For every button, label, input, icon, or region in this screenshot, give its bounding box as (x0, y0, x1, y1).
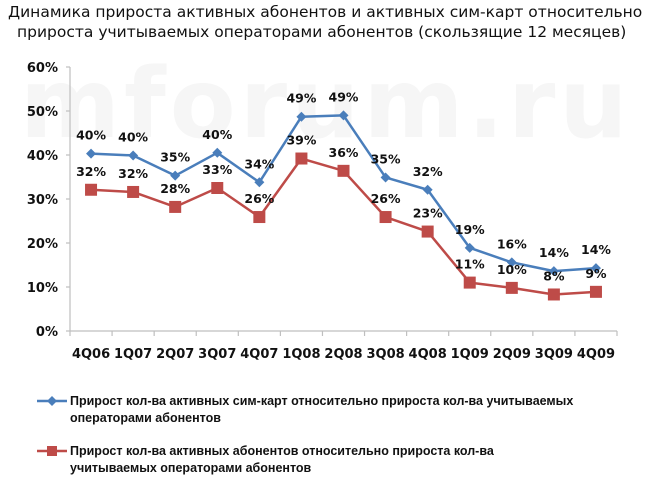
data-label: 11% (455, 257, 485, 272)
data-point-diamond (506, 257, 517, 268)
x-tick-label: 3Q07 (198, 347, 236, 362)
data-label: 28% (160, 181, 190, 196)
x-tick-label: 4Q07 (240, 347, 278, 362)
data-point-diamond (254, 177, 265, 188)
data-label: 49% (329, 89, 359, 104)
x-tick-label: 3Q09 (535, 347, 573, 362)
data-point-diamond (128, 150, 139, 161)
data-point-diamond (464, 242, 475, 253)
legend-marker-square-icon (37, 446, 67, 456)
data-label: 19% (455, 222, 485, 237)
data-label: 49% (286, 91, 316, 106)
data-label: 14% (581, 242, 611, 257)
data-label: 35% (160, 150, 190, 165)
data-label: 36% (329, 145, 359, 160)
data-point-square (337, 164, 350, 177)
data-point-square (127, 185, 140, 198)
x-tick-label: 1Q09 (451, 347, 489, 362)
x-tick-label: 2Q07 (156, 347, 194, 362)
data-label: 32% (413, 164, 443, 179)
legend-label-line: операторами абонентов (70, 411, 221, 425)
data-label: 33% (202, 162, 232, 177)
x-tick-label: 1Q07 (114, 347, 152, 362)
legend-marker-diamond-icon (37, 396, 67, 406)
data-label: 35% (371, 151, 401, 166)
x-tick-label: 4Q09 (577, 347, 615, 362)
data-point-square (169, 200, 182, 213)
y-tick-label: 50% (27, 105, 58, 120)
legend-label-line: учитываемых операторами абонентов (70, 461, 312, 475)
data-label: 32% (118, 166, 148, 181)
data-label: 10% (497, 262, 527, 277)
x-tick-label: 3Q08 (366, 347, 404, 362)
data-label: 26% (244, 191, 274, 206)
data-point-diamond (296, 111, 307, 122)
data-point-diamond (422, 184, 433, 195)
data-point-square (463, 276, 476, 289)
data-label: 8% (543, 268, 565, 283)
data-point-square (85, 183, 98, 196)
y-tick-label: 10% (27, 281, 58, 296)
x-tick-label: 2Q09 (493, 347, 531, 362)
legend-label-line: Прирост кол-ва активных сим-карт относит… (70, 394, 574, 408)
x-tick-label: 4Q06 (72, 347, 110, 362)
legend: Прирост кол-ва активных сим-карт относит… (36, 393, 596, 493)
series-layer (85, 110, 602, 301)
x-tick-label: 4Q08 (409, 347, 447, 362)
data-point-diamond (548, 266, 559, 277)
data-point-square (505, 281, 518, 294)
x-tick-label: 2Q08 (324, 347, 362, 362)
data-point-diamond (212, 147, 223, 158)
legend-label-subscribers: Прирост кол-ва активных абонентов относи… (70, 443, 596, 477)
data-point-diamond (170, 170, 181, 181)
data-labels-layer: 40% 40% 35% 40% 34% 49% 49% 35% 32% 19% 16% 14% 14% 3… (76, 89, 611, 283)
y-tick-label: 30% (27, 193, 58, 208)
data-point-diamond (380, 172, 391, 183)
chart-title: Динамика прироста активных абонентов и а… (0, 2, 651, 42)
data-point-diamond (86, 148, 97, 159)
data-label: 16% (497, 236, 527, 251)
y-tick-label: 0% (36, 325, 58, 340)
y-tick-label: 20% (27, 237, 58, 252)
data-label: 9% (585, 266, 607, 281)
data-point-square (379, 211, 392, 224)
legend-item-subscribers: Прирост кол-ва активных абонентов относи… (36, 443, 596, 477)
data-label: 23% (413, 206, 443, 221)
data-label: 40% (202, 127, 232, 142)
data-point-square (547, 288, 560, 301)
legend-label-line: Прирост кол-ва активных абонентов относи… (70, 444, 494, 458)
y-tick-label: 60% (27, 61, 58, 76)
data-point-square (421, 225, 434, 238)
data-point-square (589, 285, 602, 298)
chart-title-line-2: прироста учитываемых операторами абонент… (17, 23, 627, 41)
legend-label-sim-cards: Прирост кол-ва активных сим-карт относит… (70, 393, 596, 427)
data-point-square (211, 182, 224, 194)
data-point-square (295, 152, 308, 165)
chart-title-line-1: Динамика прироста активных абонентов и а… (8, 3, 643, 21)
x-tick-label: 1Q08 (282, 347, 320, 362)
data-label: 40% (118, 129, 148, 144)
data-label: 34% (244, 156, 274, 171)
data-point-diamond (590, 263, 601, 274)
legend-item-sim-cards: Прирост кол-ва активных сим-карт относит… (36, 393, 596, 427)
watermark: mforum.ru (20, 48, 632, 160)
axes: 0% 10% 20% 30% 40% 50% 60% 4Q06 1Q07 2Q07 3Q07 4Q07… (27, 61, 618, 362)
data-label: 14% (539, 245, 569, 260)
data-label: 39% (286, 133, 316, 148)
y-tick-label: 40% (27, 149, 58, 164)
data-label: 32% (76, 164, 106, 179)
data-point-diamond (338, 110, 349, 121)
data-label: 26% (371, 191, 401, 206)
data-point-square (253, 211, 266, 224)
data-label: 40% (76, 128, 106, 143)
